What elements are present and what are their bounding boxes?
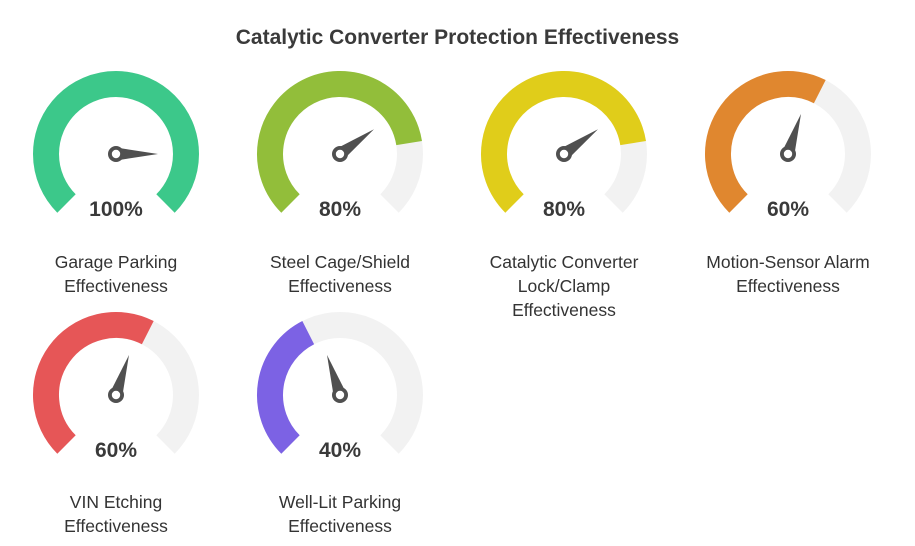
gauge-category-label-line: Motion-Sensor Alarm — [706, 252, 870, 272]
gauge-category-label-line: Effectiveness — [736, 276, 840, 296]
gauge-category-label-line: Steel Cage/Shield — [269, 252, 411, 272]
gauge-category-label-line: Lock/Clamp — [517, 276, 611, 296]
chart-title: Catalytic Converter Protection Effective… — [235, 26, 680, 49]
gauge-value-arc — [33, 312, 154, 454]
gauge-needle-hub-center — [783, 149, 793, 159]
gauge-category-label: Steel Cage/Shield Effectiveness — [228, 250, 452, 298]
gauge-category-label-line: VIN Etching — [69, 492, 163, 512]
gauge-svg: 80% — [481, 71, 647, 221]
gauge-category-label-line: Well-Lit Parking — [278, 492, 402, 512]
gauge-value-label: 80% — [543, 198, 585, 221]
gauge-category-label-line: Effectiveness — [64, 276, 168, 296]
gauge-svg: 80% — [257, 71, 423, 221]
gauge-card: 60% Motion-Sensor Alarm Effectiveness — [676, 0, 900, 296]
gauge-card: 60% VIN Etching Effectiveness — [4, 0, 228, 536]
gauge-value-label: 40% — [319, 439, 361, 462]
gauge-card: 40% Well-Lit Parking Effectiveness — [228, 0, 452, 536]
gauge-category-label: Motion-Sensor Alarm Effectiveness — [676, 250, 900, 298]
gauge-value-arc — [257, 71, 422, 213]
gauge-needle — [116, 147, 158, 161]
gauge-value-arc — [257, 321, 315, 454]
gauge-needle-hub-center — [335, 149, 345, 159]
gauge-card: 80% Steel Cage/Shield Effectiveness — [228, 0, 452, 296]
gauge-value-arc — [481, 71, 646, 213]
gauge-category-label: Garage Parking Effectiveness — [4, 250, 228, 298]
gauge-value-label: 80% — [319, 198, 361, 221]
gauge-value-label: 60% — [767, 198, 809, 221]
gauge-needle-hub-center — [111, 149, 121, 159]
gauge-svg: 40% — [257, 312, 423, 462]
gauge-value-arc — [705, 71, 826, 213]
gauge-value-arc — [33, 71, 199, 213]
gauge-svg: 100% — [33, 71, 199, 221]
gauge-category-label-line: Effectiveness — [288, 516, 392, 536]
gauge-svg: 60% — [33, 312, 199, 462]
gauge-needle-hub-center — [335, 390, 345, 400]
gauge-svg: 60% — [705, 71, 871, 221]
gauge-category-label: VIN Etching Effectiveness — [4, 490, 228, 538]
gauge-value-label: 60% — [95, 439, 137, 462]
gauge-category-label-line: Effectiveness — [64, 516, 168, 536]
gauge-needle — [327, 355, 347, 398]
gauge-card: 100% Garage Parking Effectiveness — [4, 0, 228, 296]
gauge-category-label-line: Effectiveness — [288, 276, 392, 296]
gauge-category-label-line: Catalytic Converter — [489, 252, 639, 272]
gauge-category-label-line: Garage Parking — [54, 252, 178, 272]
gauge-category-label: Well-Lit Parking Effectiveness — [228, 490, 452, 538]
gauge-category-label: Catalytic Converter Lock/Clamp Effectivene… — [452, 250, 676, 322]
gauge-value-label: 100% — [89, 198, 143, 221]
gauge-needle — [109, 355, 129, 398]
gauge-needle-hub-center — [111, 390, 121, 400]
gauge-needle — [781, 114, 801, 157]
gauge-card: 80% Catalytic Converter Lock/Clamp Effectiv… — [452, 0, 676, 320]
gauge-needle-hub-center — [559, 149, 569, 159]
gauge-category-label-line: Effectiveness — [512, 300, 616, 320]
